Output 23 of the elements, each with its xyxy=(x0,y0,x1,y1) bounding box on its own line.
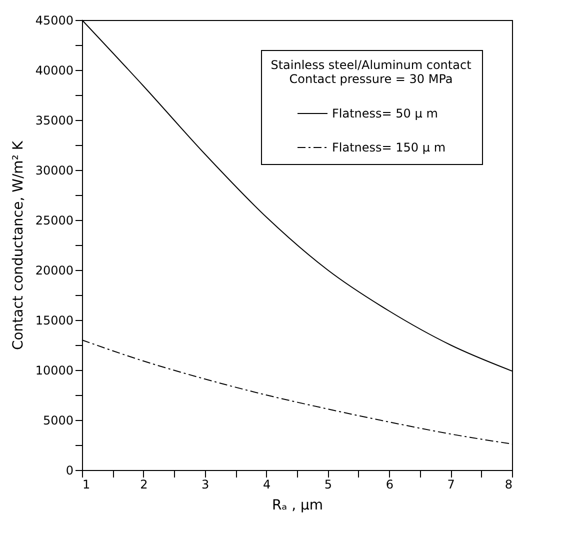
y-tick-label: 5000 xyxy=(42,414,74,428)
y-tick-label: 0 xyxy=(66,464,74,478)
x-tick-label: 4 xyxy=(262,478,271,492)
y-tick-label: 10000 xyxy=(35,364,74,378)
x-tick-label: 3 xyxy=(202,478,210,492)
y-axis-title: Contact conductance, W/m² K xyxy=(10,140,26,350)
y-tick-label: 45000 xyxy=(35,14,74,28)
y-tick-label: 30000 xyxy=(35,164,74,178)
x-tick-label: 2 xyxy=(140,478,148,492)
legend-label: Flatness= 150 μ m xyxy=(332,140,446,154)
y-tick-label: 15000 xyxy=(35,314,74,328)
legend-label: Flatness= 50 μ m xyxy=(332,106,438,120)
x-tick-label: 6 xyxy=(386,478,394,492)
y-tick-label: 35000 xyxy=(35,114,74,128)
legend-title: Stainless steel/Aluminum contact Contact pressure = 30 MPa xyxy=(270,58,472,86)
x-tick-label: 8 xyxy=(504,478,512,492)
x-tick-label: 1 xyxy=(82,478,90,492)
y-tick-label: 20000 xyxy=(35,264,74,278)
y-tick-label: 40000 xyxy=(35,64,74,78)
x-axis-title: Rₐ , μm xyxy=(272,498,324,514)
y-tick-label: 25000 xyxy=(35,214,74,228)
x-tick-label: 7 xyxy=(447,478,455,492)
x-tick-label: 5 xyxy=(324,478,332,492)
